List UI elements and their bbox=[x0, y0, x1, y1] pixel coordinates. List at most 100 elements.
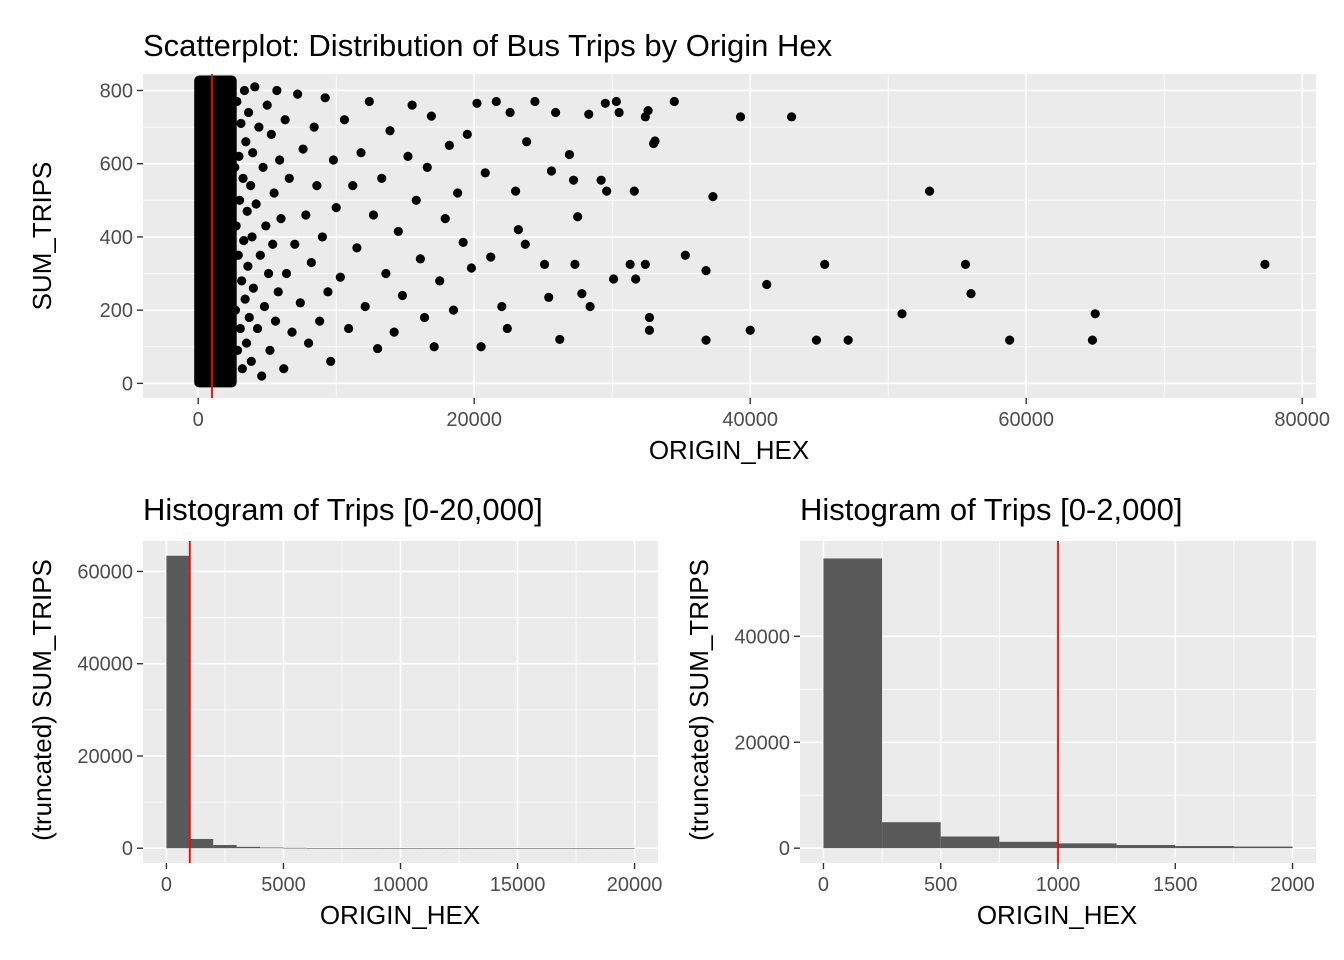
histogram-0-2000-x-tick-label: 0 bbox=[818, 874, 829, 896]
scatter-point bbox=[262, 100, 272, 110]
histogram-0-20000-x-tick-label: 5000 bbox=[261, 874, 306, 896]
scatter-point bbox=[273, 287, 283, 297]
scatter-point bbox=[608, 274, 619, 284]
scatter-point bbox=[966, 289, 976, 299]
scatter-point bbox=[258, 162, 268, 172]
scatter-point bbox=[292, 89, 303, 99]
scatter-point bbox=[320, 93, 330, 103]
histogram-0-2000-bars bbox=[823, 558, 1293, 849]
scatter-point bbox=[570, 259, 580, 269]
histogram-bar bbox=[611, 848, 635, 849]
scatter-point bbox=[555, 334, 565, 345]
histogram-bar bbox=[236, 846, 261, 849]
scatter-point bbox=[419, 312, 430, 323]
scatter-point bbox=[585, 301, 595, 312]
scatter-point bbox=[444, 140, 454, 150]
scatter-point bbox=[348, 181, 358, 191]
scatter-point bbox=[625, 259, 635, 269]
scatter-point bbox=[960, 259, 971, 269]
scatter-point bbox=[497, 301, 507, 312]
histogram-0-20000-y-axis: 0 20000 40000 60000 bbox=[77, 561, 143, 860]
histogram-0-2000-y-tick-label: 0 bbox=[779, 838, 790, 860]
histogram-0-2000-title: Histogram of Trips [0-2,000] bbox=[800, 492, 1183, 527]
scatter-point bbox=[520, 239, 530, 249]
scatter-point bbox=[701, 335, 711, 345]
scatter-point bbox=[290, 239, 300, 249]
scatter-point bbox=[611, 96, 621, 107]
scatter-point bbox=[244, 312, 254, 323]
histogram-0-20000-x-tick-label: 10000 bbox=[373, 874, 429, 896]
histogram-bar bbox=[330, 848, 354, 849]
scatterplot-y-tick-label: 200 bbox=[100, 300, 133, 322]
scatterplot-y-tick-label: 600 bbox=[100, 154, 133, 176]
histogram-bar bbox=[353, 848, 378, 849]
scatter-point bbox=[248, 283, 258, 293]
scatterplot-y-tick-label: 400 bbox=[100, 227, 133, 249]
scatter-point bbox=[472, 98, 482, 108]
scatter-point bbox=[356, 148, 366, 158]
scatter-point bbox=[252, 323, 263, 334]
scatter-point bbox=[237, 364, 247, 374]
scatter-point bbox=[230, 305, 241, 315]
scatter-point bbox=[269, 188, 279, 198]
scatter-point bbox=[301, 210, 311, 220]
scatter-point bbox=[486, 252, 496, 262]
scatter-point bbox=[551, 107, 561, 118]
scatter-point bbox=[275, 155, 285, 165]
scatter-point bbox=[513, 224, 523, 235]
scatterplot-panel: Scatterplot: Distribution of Bus Trips b… bbox=[27, 28, 1330, 465]
scatter-point bbox=[397, 290, 408, 301]
scatter-point bbox=[811, 335, 822, 345]
scatter-point bbox=[925, 186, 935, 196]
scatter-point bbox=[1260, 259, 1270, 269]
histogram-0-2000-y-axis-title: (truncated) SUM_TRIPS bbox=[684, 559, 714, 841]
scatter-point bbox=[237, 276, 247, 286]
scatter-point bbox=[243, 107, 254, 118]
scatter-point bbox=[820, 259, 830, 269]
scatter-point bbox=[235, 195, 245, 205]
scatter-point bbox=[335, 272, 345, 282]
scatter-point bbox=[568, 175, 579, 185]
scatter-point bbox=[230, 162, 240, 172]
scatter-point bbox=[257, 371, 267, 381]
scatter-point bbox=[403, 151, 413, 161]
scatter-point bbox=[448, 305, 459, 315]
scatter-point bbox=[440, 214, 450, 224]
scatterplot-x-tick-label: 20000 bbox=[446, 409, 502, 431]
histogram-0-20000-y-tick-label: 40000 bbox=[77, 654, 133, 676]
scatterplot-plot-area bbox=[143, 74, 1316, 398]
scatter-point bbox=[373, 343, 383, 354]
scatter-point bbox=[255, 250, 265, 260]
scatter-point bbox=[251, 199, 261, 209]
histogram-bar bbox=[1175, 846, 1234, 849]
histogram-bar bbox=[517, 848, 541, 849]
scatter-point bbox=[462, 129, 472, 140]
scatter-point bbox=[411, 195, 421, 205]
scatter-point bbox=[453, 188, 463, 198]
scatter-point bbox=[393, 226, 403, 237]
scatter-point bbox=[240, 294, 250, 304]
scatter-point bbox=[640, 112, 650, 122]
scatter-point bbox=[236, 118, 246, 129]
histogram-0-2000-x-tick-label: 1500 bbox=[1153, 874, 1198, 896]
scatterplot-dense-cluster bbox=[194, 75, 237, 388]
scatter-point bbox=[458, 237, 468, 248]
scatter-point bbox=[843, 335, 853, 345]
scatter-point bbox=[263, 268, 274, 279]
scatter-point bbox=[281, 268, 292, 279]
scatter-point bbox=[360, 301, 370, 312]
scatter-point bbox=[897, 309, 907, 319]
scatter-point bbox=[248, 148, 258, 158]
scatter-point bbox=[787, 112, 797, 122]
scatter-point bbox=[241, 338, 252, 348]
scatter-point bbox=[234, 151, 244, 161]
scatter-point bbox=[415, 254, 425, 264]
scatter-point bbox=[233, 250, 243, 260]
scatter-point bbox=[368, 210, 379, 220]
scatter-point bbox=[239, 235, 249, 246]
histogram-bar bbox=[283, 847, 307, 849]
histogram-0-20000-panel: Histogram of Trips [0-20,000] 0 5000 10000… bbox=[27, 492, 662, 930]
scatter-point bbox=[530, 96, 540, 107]
scatter-point bbox=[323, 287, 333, 297]
scatter-point bbox=[539, 259, 550, 269]
